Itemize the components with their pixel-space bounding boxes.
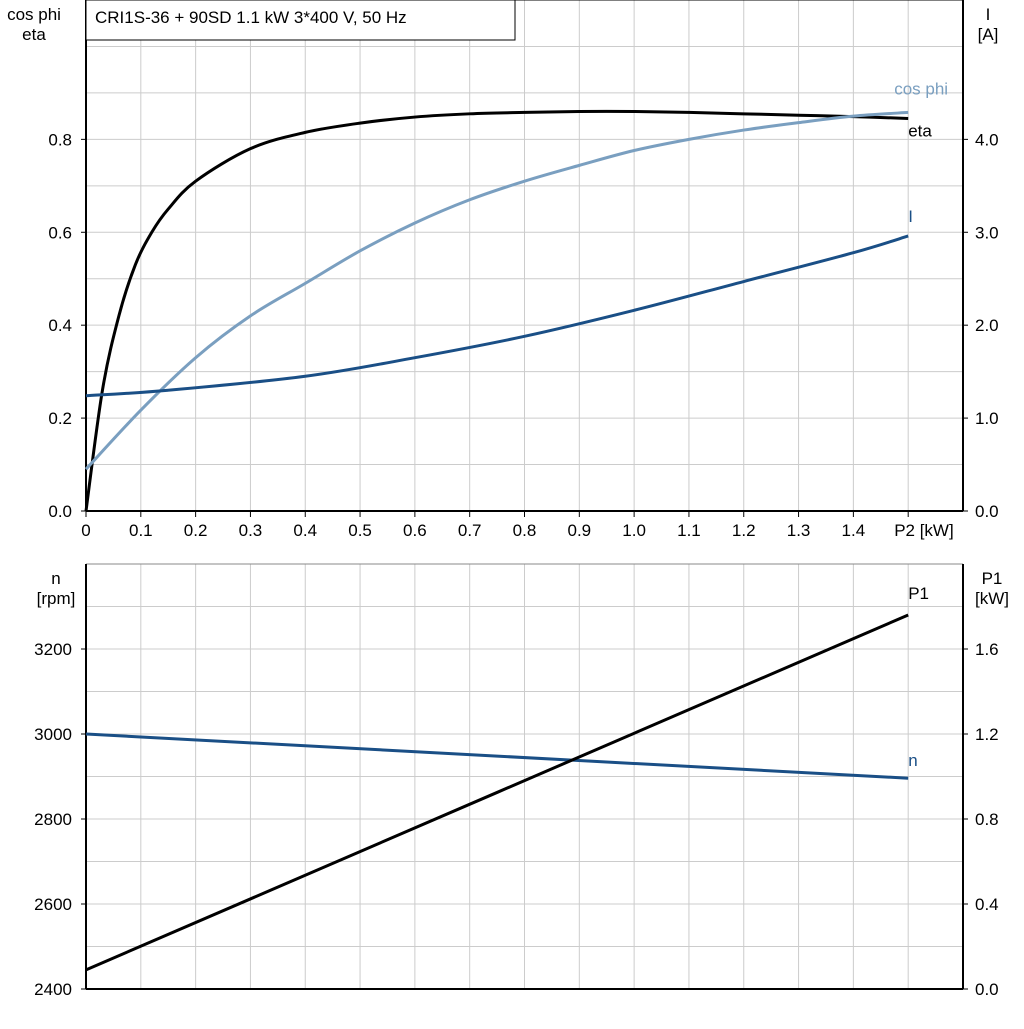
series-label-eta: eta: [908, 121, 932, 140]
right-axis-label: P1: [982, 569, 1003, 588]
right-axis-label: I: [986, 5, 991, 24]
left-axis-label: n: [51, 569, 60, 588]
series-label-cos-phi: cos phi: [894, 79, 948, 98]
x-tick-label: 0.5: [348, 521, 372, 540]
left-tick-label: 0.0: [48, 502, 72, 521]
left-axis-label: cos phi: [7, 5, 61, 24]
left-axis-label: [rpm]: [37, 589, 76, 608]
x-tick-label: 0.6: [403, 521, 427, 540]
x-tick-label: 0.1: [129, 521, 153, 540]
x-tick-label: 1.4: [842, 521, 866, 540]
series-label-i: I: [908, 207, 913, 226]
left-axis-label: eta: [22, 25, 46, 44]
left-tick-label: 0.4: [48, 316, 72, 335]
x-tick-label: 0.4: [293, 521, 317, 540]
x-tick-label: 0.3: [239, 521, 263, 540]
x-tick-label: 0: [81, 521, 90, 540]
x-tick-label: 0.8: [513, 521, 537, 540]
series-label-p1: P1: [908, 584, 929, 603]
left-tick-label: 0.2: [48, 409, 72, 428]
left-tick-label: 3200: [34, 640, 72, 659]
series-label-n: n: [908, 751, 917, 770]
right-tick-label: 0.0: [975, 502, 999, 521]
chart-title: CRI1S-36 + 90SD 1.1 kW 3*400 V, 50 Hz: [95, 8, 407, 27]
x-tick-label: 0.9: [567, 521, 591, 540]
series-line-cos-phi: [84, 110, 909, 471]
left-tick-label: 0.8: [48, 130, 72, 149]
right-tick-label: 0.4: [975, 895, 999, 914]
series-line-p1: [85, 613, 909, 972]
series-line-i: [85, 234, 909, 398]
x-tick-label: 1.3: [787, 521, 811, 540]
right-tick-label: 1.0: [975, 409, 999, 428]
right-tick-label: 2.0: [975, 316, 999, 335]
x-tick-label: 0.2: [184, 521, 208, 540]
right-tick-label: 3.0: [975, 223, 999, 242]
left-tick-label: 2600: [34, 895, 72, 914]
right-tick-label: 1.6: [975, 640, 999, 659]
left-tick-label: 2800: [34, 810, 72, 829]
left-tick-label: 2400: [34, 980, 72, 999]
right-tick-label: 0.0: [975, 980, 999, 999]
x-tick-label: 1.0: [622, 521, 646, 540]
right-tick-label: 4.0: [975, 130, 999, 149]
right-tick-label: 0.8: [975, 810, 999, 829]
x-tick-label: 1.1: [677, 521, 701, 540]
series-line-eta: [84, 109, 909, 512]
x-tick-label: 0.7: [458, 521, 482, 540]
title-box: [85, 0, 516, 41]
right-axis-label: [kW]: [975, 589, 1009, 608]
left-tick-label: 3000: [34, 725, 72, 744]
x-tick-label: 1.2: [732, 521, 756, 540]
right-tick-label: 1.2: [975, 725, 999, 744]
x-axis-label: P2 [kW]: [894, 521, 954, 540]
left-tick-label: 0.6: [48, 223, 72, 242]
right-axis-label: [A]: [978, 25, 999, 44]
series-line-n: [85, 732, 909, 780]
